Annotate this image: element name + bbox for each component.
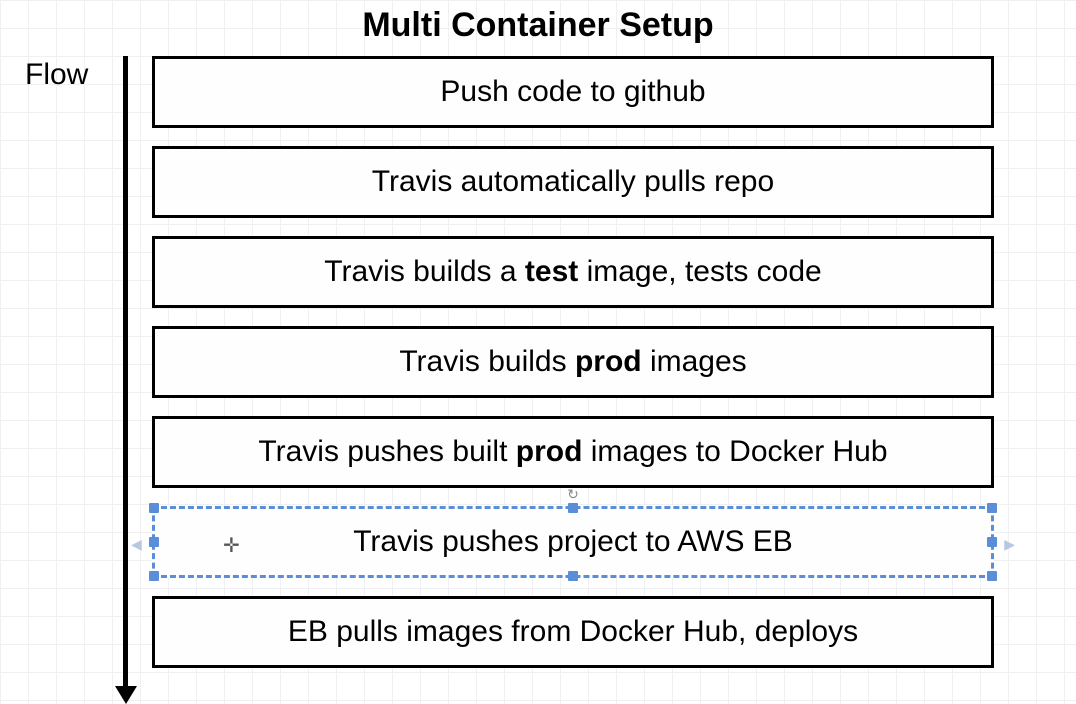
flow-step-0[interactable]: Push code to github [152, 56, 994, 128]
flow-step-2[interactable]: Travis builds a test image, tests code [152, 236, 994, 308]
step-text-segment: EB pulls images from Docker Hub, deploys [288, 615, 858, 648]
step-text-segment: prod [516, 435, 583, 468]
steps-container: Push code to github Travis automatically … [152, 56, 994, 686]
selection-handle-ml[interactable] [149, 537, 159, 547]
step-text-segment: test [525, 255, 578, 288]
step-text-segment: images [642, 345, 747, 378]
step-text-segment: Travis builds [399, 345, 575, 378]
step-text-segment: Travis pushes project to AWS EB [353, 525, 793, 558]
selection-handle-tr[interactable] [987, 503, 997, 513]
diagram-title: Multi Container Setup [0, 6, 1076, 45]
selection-handle-br[interactable] [987, 571, 997, 581]
flow-step-6[interactable]: EB pulls images from Docker Hub, deploys [152, 596, 994, 668]
step-text-segment: prod [575, 345, 642, 378]
selection-handle-mr[interactable] [987, 537, 997, 547]
flow-step-4[interactable]: Travis pushes built prod images to Docke… [152, 416, 994, 488]
add-cursor-icon: ✛ [223, 533, 240, 558]
flow-arrow-line [123, 56, 128, 692]
rotate-handle-icon[interactable]: ↻ [566, 487, 580, 501]
selection-handle-tm[interactable] [568, 503, 578, 513]
side-arrow-left-icon[interactable]: ◀ [131, 536, 142, 553]
step-text-segment: Push code to github [440, 75, 705, 108]
flow-label: Flow [25, 58, 88, 92]
step-text-segment: Travis builds a [324, 255, 525, 288]
flow-step-5[interactable]: Travis pushes project to AWS EB↻◀▶✛ [152, 506, 994, 578]
step-text-segment: Travis automatically pulls repo [372, 165, 774, 198]
selection-handle-bm[interactable] [568, 571, 578, 581]
flow-arrow-head [115, 686, 137, 704]
selection-handle-bl[interactable] [149, 571, 159, 581]
side-arrow-right-icon[interactable]: ▶ [1004, 536, 1015, 553]
step-text-segment: Travis pushes built [258, 435, 515, 468]
step-text-segment: images to Docker Hub [582, 435, 887, 468]
selection-handle-tl[interactable] [149, 503, 159, 513]
step-text-segment: image, tests code [578, 255, 821, 288]
flow-step-1[interactable]: Travis automatically pulls repo [152, 146, 994, 218]
flow-step-3[interactable]: Travis builds prod images [152, 326, 994, 398]
